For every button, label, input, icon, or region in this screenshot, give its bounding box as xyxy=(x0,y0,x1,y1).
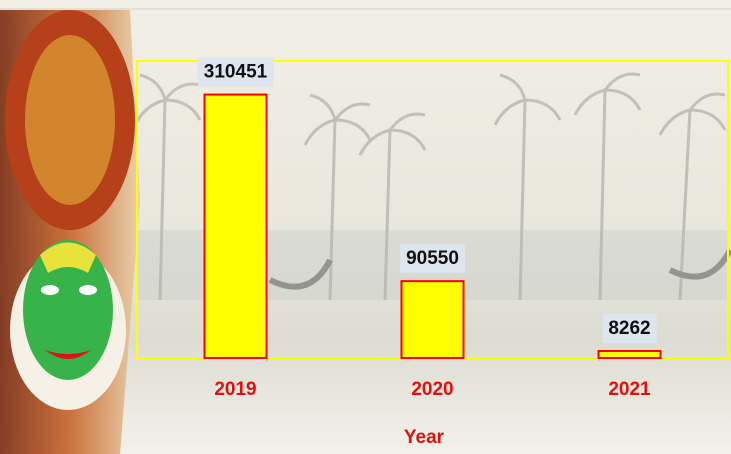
value-label-box xyxy=(197,57,274,87)
x-tick-label: 2020 xyxy=(411,379,453,400)
value-label-box xyxy=(400,244,465,274)
value-label: 310451 xyxy=(204,62,268,83)
kathakali-figure xyxy=(0,10,140,454)
value-label-box xyxy=(602,314,657,344)
value-label: 90550 xyxy=(406,248,459,269)
bar xyxy=(203,93,268,359)
x-tick-label: 2019 xyxy=(214,379,256,400)
bar xyxy=(400,280,465,360)
x-tick-label: 2021 xyxy=(608,379,651,400)
x-axis-label: Year xyxy=(404,427,445,448)
bar xyxy=(597,349,662,360)
value-label: 8262 xyxy=(608,318,650,339)
